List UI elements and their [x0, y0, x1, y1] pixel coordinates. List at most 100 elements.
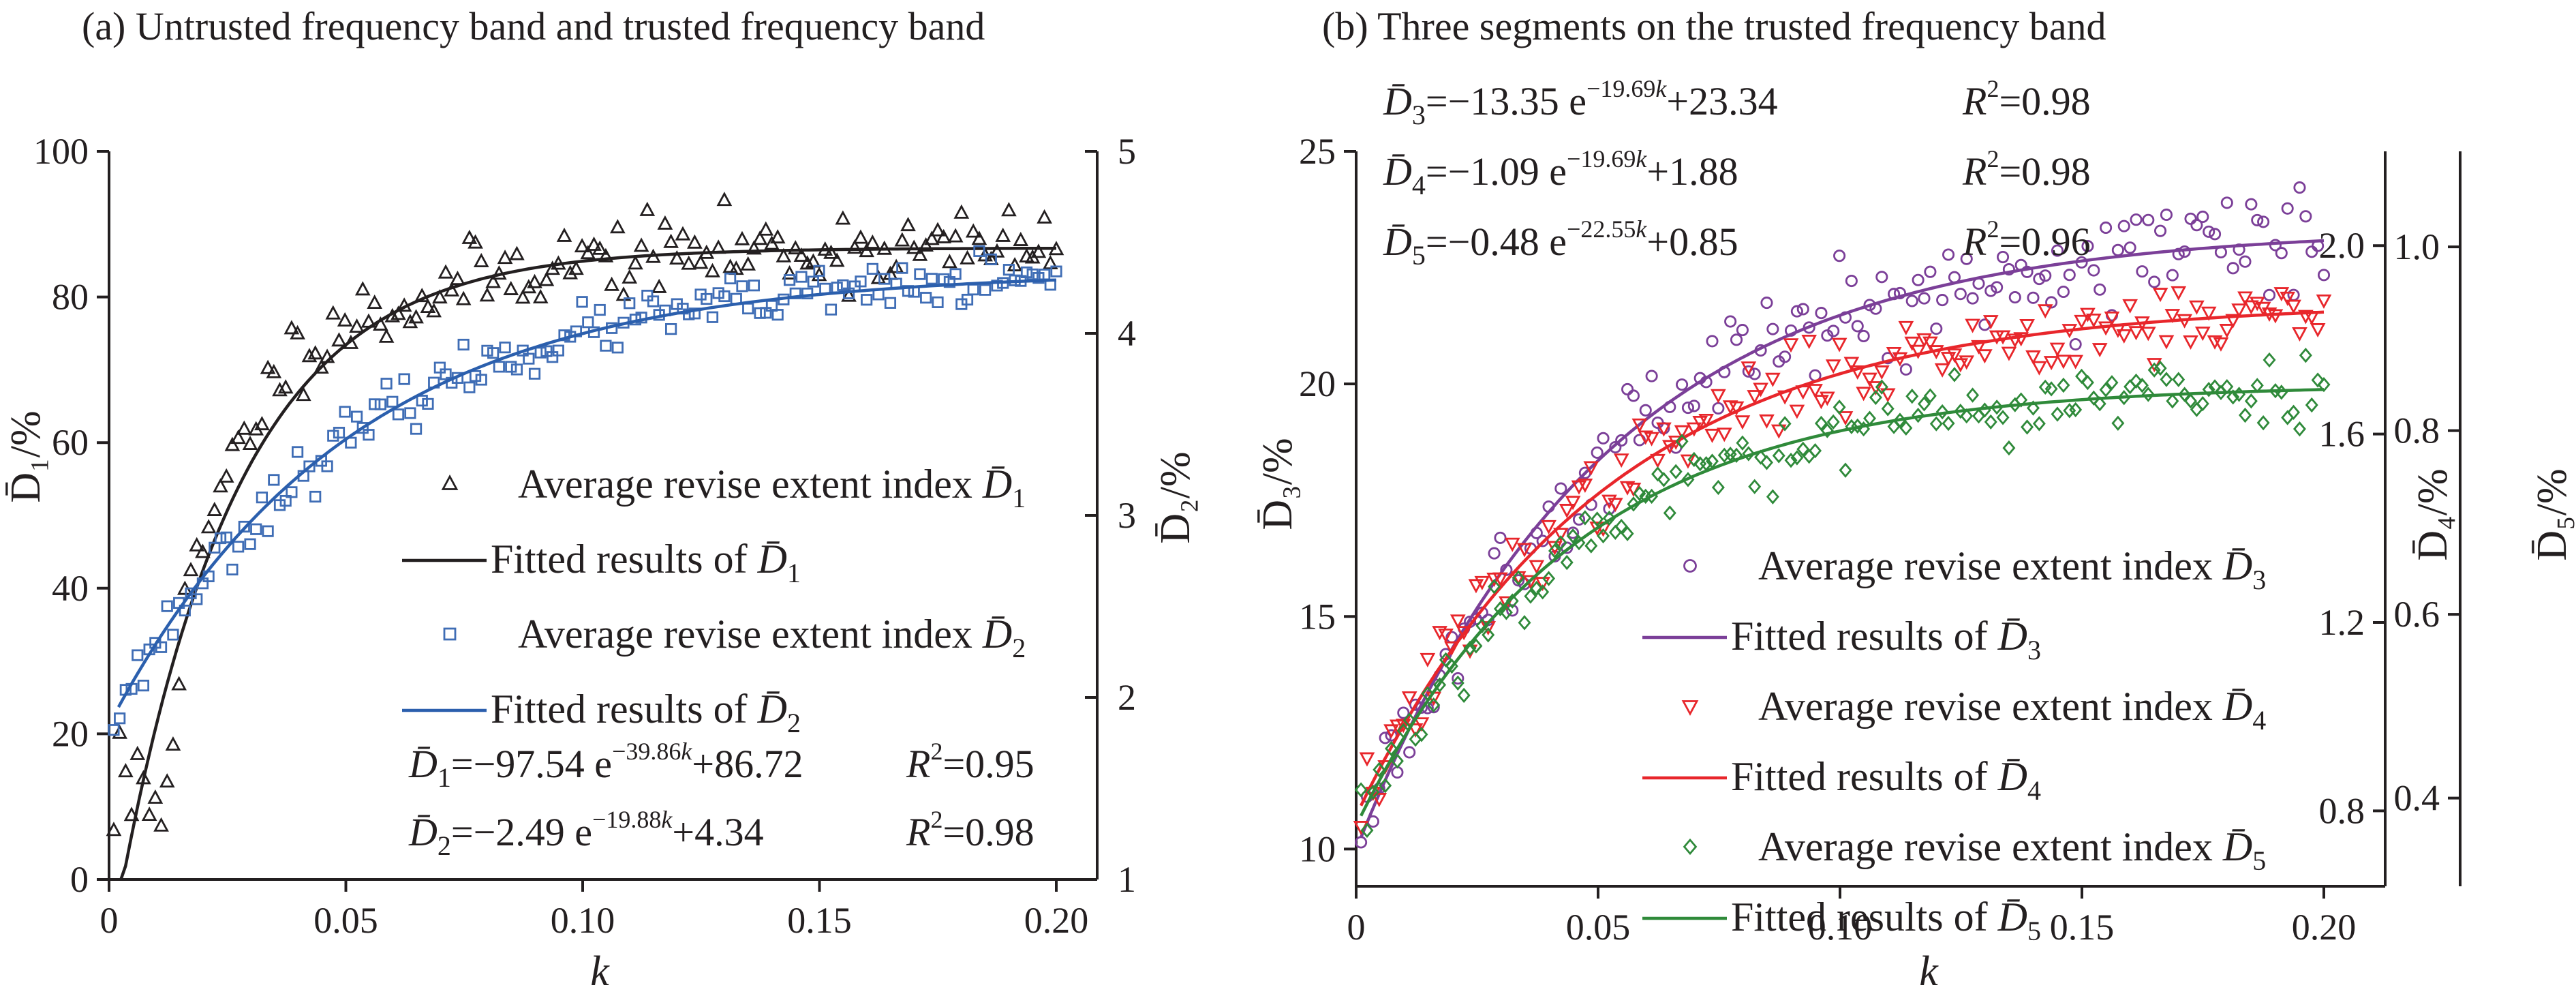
data-point: [2087, 264, 2100, 277]
data-point: [1597, 432, 1610, 445]
data-point: [214, 532, 227, 545]
data-point: [665, 323, 677, 335]
data-point: [2141, 387, 2155, 402]
data-point: [600, 340, 612, 352]
data-point: [949, 268, 962, 280]
data-point: [1839, 462, 1852, 478]
data-point: [2226, 389, 2240, 405]
data-point: [226, 563, 239, 576]
data-point: [1639, 404, 1652, 417]
data-point: [2136, 265, 2149, 278]
data-point: [1724, 315, 1737, 328]
data-point: [1905, 389, 1919, 404]
data-point: [1730, 447, 1743, 463]
data-point: [242, 435, 258, 450]
data-point: [1432, 626, 1447, 641]
data-point: [2220, 196, 2233, 209]
scatter-series-0: [106, 192, 1064, 837]
data-point: [2021, 419, 2034, 435]
data-point: [1845, 274, 1858, 288]
data-point: [1790, 305, 1803, 318]
r-squared-1: R2=0.98: [1962, 75, 2091, 123]
data-point: [1680, 454, 1696, 469]
legend-label: Average revise extent index D̄2: [518, 612, 1026, 663]
data-point: [1597, 528, 1610, 544]
data-point: [1833, 400, 1846, 415]
data-point: [795, 271, 808, 283]
data-point: [1379, 778, 1392, 794]
data-point: [2148, 275, 2161, 288]
data-point: [2225, 314, 2241, 329]
data-point: [1845, 419, 1858, 434]
data-point: [1704, 428, 1720, 443]
data-point: [433, 361, 446, 374]
data-point: [191, 593, 203, 605]
data-point: [1354, 782, 1368, 798]
legend-entry-5: Fitted results of D̄5: [1642, 894, 2041, 946]
data-point: [2190, 219, 2203, 232]
data-point: [503, 280, 519, 295]
data-point: [1456, 626, 1472, 641]
data-point: [141, 807, 157, 822]
y2-tick-label: 2: [1118, 677, 1136, 718]
data-point: [835, 210, 851, 225]
data-point: [1706, 335, 1719, 348]
data-point: [183, 562, 199, 577]
data-point: [604, 276, 619, 291]
data-point: [410, 423, 423, 435]
y-tick-label: 20: [52, 713, 89, 754]
data-point: [2160, 372, 2173, 387]
data-point: [1602, 510, 1616, 526]
data-point: [2026, 400, 2040, 416]
data-point: [2154, 224, 2167, 237]
data-point: [1862, 372, 1877, 387]
data-point: [283, 320, 300, 335]
data-point: [1516, 543, 1533, 558]
legend-entry-3: Fitted results of D̄4: [1642, 754, 2041, 806]
data-point: [991, 280, 1003, 292]
data-point: [309, 490, 322, 503]
legend-entry-1: Fitted results of D̄3: [1642, 614, 2041, 665]
data-point: [647, 295, 660, 307]
data-point: [1681, 401, 1695, 415]
data-point: [189, 537, 205, 552]
data-point: [1572, 513, 1586, 526]
data-point: [2033, 273, 2046, 286]
scatter-series-2: [108, 245, 1062, 736]
data-point: [1457, 687, 1471, 704]
data-point: [930, 222, 946, 237]
y2-tick-label: 3: [1118, 495, 1136, 536]
data-point: [1765, 372, 1781, 387]
data-point: [724, 272, 737, 285]
data-point: [461, 229, 478, 244]
data-point: [333, 427, 346, 439]
data-point: [2099, 382, 2113, 397]
data-point: [404, 407, 416, 419]
data-point: [2237, 291, 2253, 306]
data-point: [408, 309, 424, 324]
data-point: [1991, 281, 2004, 294]
data-point: [220, 531, 232, 543]
legend-label: Average revise extent index D̄3: [1758, 543, 2266, 595]
data-point: [1676, 378, 1689, 391]
data-point: [209, 541, 221, 554]
data-point: [132, 649, 144, 661]
data-point: [159, 773, 175, 788]
x-tick-label: 0.10: [1808, 907, 1873, 948]
data-point: [106, 822, 122, 837]
data-point: [2142, 213, 2155, 226]
legend-marker-swatch: [1683, 559, 1697, 573]
data-point: [398, 373, 410, 385]
equation-2: D̄4=−1.09 e−19.69k+1.88: [1383, 145, 1738, 200]
x-tick-label: 0.20: [1024, 900, 1089, 941]
y-tick-label: 0: [70, 859, 89, 900]
data-point: [1438, 628, 1454, 643]
data-point: [367, 295, 383, 310]
y2-tick-label: 4: [1118, 313, 1136, 354]
data-point: [1385, 740, 1398, 757]
data-point: [1736, 324, 1749, 337]
data-point: [416, 395, 428, 407]
data-point: [687, 234, 703, 249]
data-point: [2051, 244, 2064, 257]
data-point: [1452, 672, 1465, 685]
